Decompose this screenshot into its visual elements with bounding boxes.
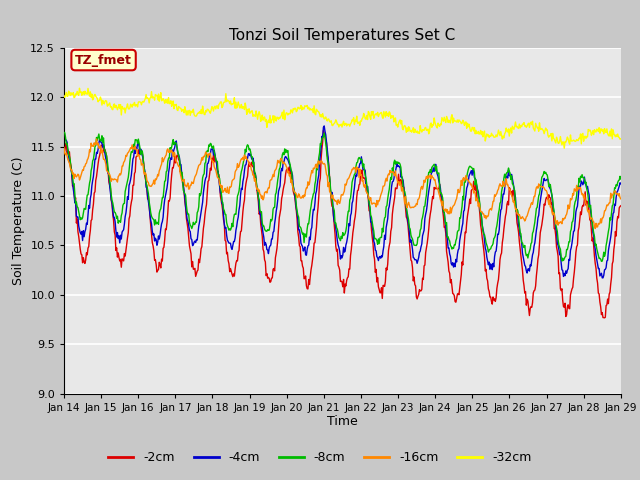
-2cm bbox=[184, 226, 192, 231]
-2cm bbox=[617, 203, 625, 209]
-32cm bbox=[411, 126, 419, 132]
-8cm bbox=[184, 212, 192, 217]
-32cm bbox=[428, 120, 435, 126]
-32cm bbox=[60, 93, 68, 99]
-8cm bbox=[598, 258, 605, 264]
-16cm bbox=[214, 175, 222, 181]
-4cm bbox=[127, 172, 135, 178]
-8cm bbox=[214, 158, 221, 164]
-32cm bbox=[76, 85, 83, 91]
-4cm bbox=[214, 169, 221, 175]
-8cm bbox=[70, 180, 78, 186]
-4cm bbox=[599, 275, 607, 281]
Line: -4cm: -4cm bbox=[64, 126, 621, 278]
-4cm bbox=[617, 181, 625, 187]
-16cm bbox=[185, 186, 193, 192]
-4cm bbox=[60, 139, 68, 144]
-16cm bbox=[60, 144, 68, 150]
Line: -16cm: -16cm bbox=[64, 139, 621, 228]
-2cm bbox=[214, 165, 221, 171]
-4cm bbox=[70, 192, 78, 197]
Title: Tonzi Soil Temperatures Set C: Tonzi Soil Temperatures Set C bbox=[229, 28, 456, 43]
-2cm bbox=[411, 282, 419, 288]
-16cm bbox=[70, 176, 78, 181]
-2cm bbox=[428, 206, 435, 212]
-32cm bbox=[617, 136, 625, 142]
-32cm bbox=[128, 104, 136, 110]
-32cm bbox=[561, 145, 568, 151]
-32cm bbox=[185, 108, 193, 114]
-2cm bbox=[70, 191, 78, 196]
Line: -2cm: -2cm bbox=[64, 131, 621, 318]
-4cm bbox=[428, 171, 435, 177]
-16cm bbox=[428, 176, 435, 182]
Legend: -2cm, -4cm, -8cm, -16cm, -32cm: -2cm, -4cm, -8cm, -16cm, -32cm bbox=[103, 446, 537, 469]
-4cm bbox=[184, 218, 192, 224]
-16cm bbox=[411, 204, 419, 209]
-4cm bbox=[411, 257, 419, 263]
-2cm bbox=[319, 128, 327, 133]
-16cm bbox=[617, 196, 625, 202]
-32cm bbox=[214, 106, 222, 111]
-32cm bbox=[70, 95, 78, 100]
Text: TZ_fmet: TZ_fmet bbox=[75, 54, 132, 67]
-16cm bbox=[591, 226, 599, 231]
-2cm bbox=[60, 150, 68, 156]
X-axis label: Time: Time bbox=[327, 415, 358, 429]
-2cm bbox=[601, 315, 609, 321]
-8cm bbox=[127, 149, 135, 155]
-4cm bbox=[321, 123, 328, 129]
-2cm bbox=[127, 199, 135, 205]
-8cm bbox=[410, 242, 418, 248]
Line: -32cm: -32cm bbox=[64, 88, 621, 148]
-16cm bbox=[128, 142, 136, 148]
-8cm bbox=[426, 167, 434, 172]
Y-axis label: Soil Temperature (C): Soil Temperature (C) bbox=[12, 156, 25, 285]
-16cm bbox=[93, 136, 100, 142]
Line: -8cm: -8cm bbox=[64, 132, 621, 261]
-8cm bbox=[617, 176, 625, 182]
-8cm bbox=[60, 130, 68, 135]
